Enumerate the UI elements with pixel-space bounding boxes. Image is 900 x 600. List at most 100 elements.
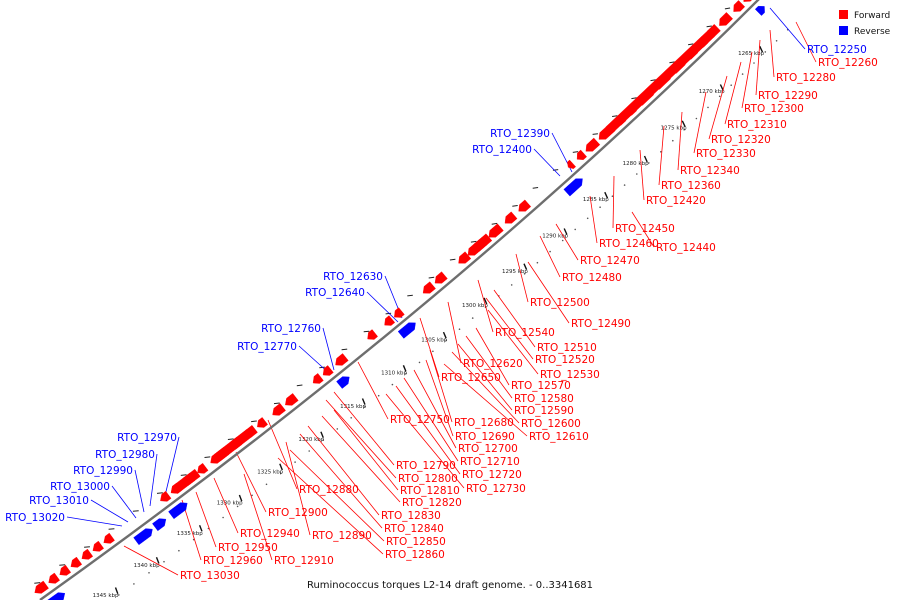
- leader-line: [123, 545, 179, 576]
- gene-tick: [491, 222, 498, 225]
- tick-mark: [604, 191, 609, 199]
- gene-label-reverse: RTO_13020: [5, 512, 65, 524]
- gene-label-reverse: RTO_12970: [117, 432, 177, 444]
- gene-label-forward: RTO_12620: [463, 358, 523, 370]
- tick-mark: [643, 155, 648, 163]
- gene-label-forward: RTO_12850: [386, 536, 446, 548]
- leader-line: [475, 327, 510, 386]
- leader-line: [395, 385, 461, 475]
- tick-label: 1335 kbp: [177, 531, 203, 537]
- label-leader-lines: [66, 7, 817, 576]
- gene-label-reverse: RTO_12630: [323, 271, 383, 283]
- leader-line: [612, 175, 615, 229]
- leader-line: [134, 469, 145, 513]
- gene-tick: [59, 564, 66, 566]
- leader-line: [285, 441, 311, 536]
- leader-line: [277, 457, 384, 555]
- gene-tick: [251, 420, 257, 423]
- ruler-dot: [265, 483, 268, 486]
- gene-tick: [612, 115, 618, 117]
- gene-arrow: [397, 322, 416, 339]
- legend-reverse-swatch: [839, 26, 848, 35]
- gene-tick: [669, 61, 675, 64]
- gene-arrow: [170, 468, 201, 494]
- gene-label-forward: RTO_12700: [458, 443, 518, 455]
- ruler-dot: [636, 173, 638, 175]
- gene-label-forward: RTO_12450: [615, 223, 675, 235]
- leader-line: [477, 279, 494, 333]
- ruler-dot: [236, 505, 239, 508]
- gene-tick: [631, 97, 637, 100]
- tick-mark: [681, 120, 686, 128]
- gene-label-forward: RTO_12800: [398, 473, 458, 485]
- ruler-dot: [432, 350, 434, 353]
- leader-line: [385, 393, 465, 489]
- leader-line: [724, 61, 742, 125]
- gene-label-forward: RTO_12650: [441, 372, 501, 384]
- ruler-dot: [471, 317, 474, 319]
- ruler-dot: [574, 228, 576, 231]
- gene-arrow: [210, 429, 253, 464]
- leader-line: [357, 361, 389, 420]
- tick-label: 1305 kbp: [421, 337, 447, 343]
- leader-line: [708, 75, 728, 140]
- gene-tick: [428, 276, 435, 279]
- gene-arrow: [59, 564, 72, 576]
- gene-label-forward: RTO_13030: [180, 570, 240, 582]
- ruler-dot: [148, 572, 150, 574]
- gene-arrow: [458, 251, 472, 264]
- tick-label: 1270 kbp: [699, 89, 725, 95]
- gene-tick: [273, 402, 280, 405]
- leader-line: [487, 309, 539, 375]
- ruler-dot: [364, 405, 366, 408]
- gene-arrow: [103, 532, 115, 544]
- gene-tick: [449, 258, 456, 261]
- tick-label: 1275 kbp: [661, 126, 687, 132]
- leader-line: [589, 195, 598, 244]
- ruler-dot: [280, 472, 282, 475]
- gene-tick: [84, 546, 90, 548]
- gene-arrow: [605, 29, 715, 134]
- gene-arrow: [335, 353, 349, 366]
- leader-line: [447, 301, 462, 364]
- gene-label-forward: RTO_12590: [514, 405, 574, 417]
- gene-tick: [572, 151, 579, 153]
- gene-arrow: [133, 528, 153, 546]
- tick-mark: [402, 365, 407, 372]
- leader-line: [322, 327, 335, 371]
- leader-line: [527, 261, 570, 324]
- gene-tick: [34, 582, 41, 584]
- gene-label-forward: RTO_12790: [396, 460, 456, 472]
- ruler-dot: [660, 151, 662, 153]
- leader-line: [465, 335, 513, 399]
- leader-line: [325, 399, 397, 479]
- ruler-dot: [536, 261, 539, 264]
- leader-line: [195, 491, 217, 548]
- gene-arrow: [422, 281, 436, 294]
- ruler-dot: [178, 549, 180, 552]
- gene-arrow: [585, 137, 601, 152]
- gene-label-reverse: RTO_12760: [261, 323, 321, 335]
- tick-label: 1330 kbp: [217, 501, 243, 507]
- tick-mark: [114, 587, 119, 594]
- leader-line: [631, 211, 655, 248]
- leader-line: [429, 349, 453, 423]
- gene-arrow: [367, 329, 378, 340]
- ruler-dot: [163, 560, 165, 563]
- ruler-dot: [251, 494, 253, 497]
- gene-label-forward: RTO_12500: [530, 297, 590, 309]
- leader-line: [163, 436, 180, 501]
- leader-line: [149, 453, 158, 507]
- ruler-dot: [764, 51, 767, 53]
- gene-label-forward: RTO_12340: [680, 165, 740, 177]
- ruler-dot: [623, 184, 626, 186]
- gene-tick: [341, 348, 348, 351]
- gene-tick: [688, 43, 694, 46]
- gene-label-forward: RTO_12840: [384, 523, 444, 535]
- gene-arrow: [336, 376, 350, 389]
- leader-line: [413, 369, 457, 449]
- gene-arrow: [81, 548, 94, 560]
- leader-line: [419, 317, 440, 378]
- gene-label-forward: RTO_12330: [696, 148, 756, 160]
